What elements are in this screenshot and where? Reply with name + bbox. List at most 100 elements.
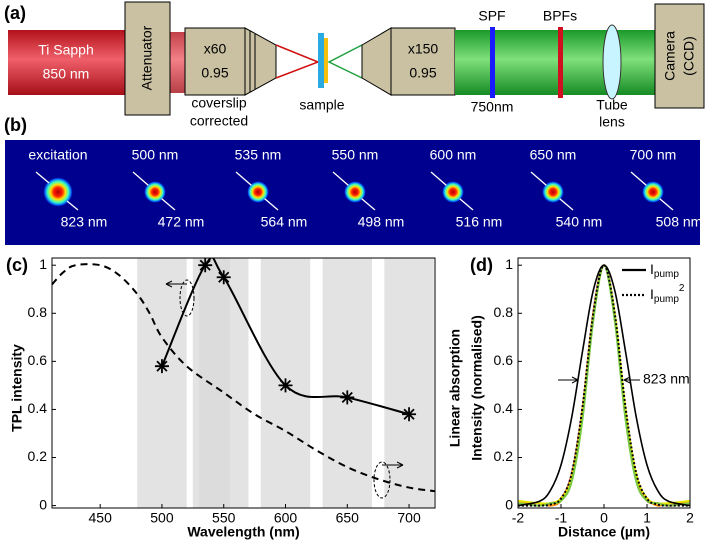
filter-band	[322, 258, 372, 508]
arrow	[35, 171, 50, 184]
annotation-arrow	[623, 376, 640, 384]
objective-cone	[361, 27, 392, 96]
tube-lens-label: Tube	[596, 97, 628, 113]
legend-label: Ipump	[650, 261, 679, 280]
panel-label: (d)	[470, 255, 493, 275]
star-marker	[216, 270, 231, 285]
y-tick-label: 0.6	[494, 352, 514, 368]
sample-label: sample	[299, 97, 344, 113]
size-label: 540 nm	[556, 214, 603, 230]
legend-label: Ipump2	[650, 283, 685, 305]
arrow	[332, 171, 349, 186]
y-tick-label: 1	[505, 256, 513, 272]
x-tick-label: 700	[397, 510, 421, 526]
filter-band	[137, 258, 187, 508]
objective-label: 0.95	[201, 65, 228, 81]
sample-layer	[324, 38, 328, 83]
spot	[642, 181, 664, 203]
x-tick-label: 2	[686, 510, 694, 526]
axis-indicator	[373, 461, 391, 499]
tube-lens	[602, 24, 622, 100]
spf-filter	[490, 27, 495, 98]
filter-label: 700 nm	[630, 147, 677, 163]
filter-label: 550 nm	[332, 147, 379, 163]
x-tick-label: 0	[600, 510, 608, 526]
filter-label: 650 nm	[530, 147, 577, 163]
laser-label: Ti Sapph	[38, 42, 94, 58]
camera-box	[654, 3, 705, 109]
spot	[144, 181, 166, 203]
size-label: 823 nm	[61, 214, 108, 230]
filter-band	[199, 258, 249, 508]
spot	[344, 181, 366, 203]
series-line	[52, 263, 435, 493]
arrow	[361, 198, 376, 211]
images: excitation 823 nm 500 nm 472 nm 535 nm 564 nm…	[28, 147, 702, 230]
y-tick-label: 0.6	[28, 352, 48, 368]
objective	[184, 27, 246, 96]
size-label: 472 nm	[158, 214, 205, 230]
plot-area	[52, 258, 435, 508]
y-tick-label: 0.4	[494, 400, 514, 416]
size-label: 498 nm	[358, 214, 405, 230]
star-marker	[402, 407, 417, 422]
filter-label: 535 nm	[235, 147, 282, 163]
beam	[170, 32, 186, 93]
star-marker	[340, 390, 355, 405]
y-tick-label: 0	[505, 496, 513, 512]
legend-sub: pump	[654, 269, 679, 280]
arrow	[630, 171, 647, 186]
tube-lens-label: lens	[599, 114, 625, 130]
arrow	[235, 171, 252, 186]
arrow	[430, 171, 447, 186]
star-marker	[278, 378, 293, 393]
star-marker	[198, 258, 213, 273]
collection-beam	[327, 44, 363, 79]
y-tick-label: 0.4	[28, 400, 48, 416]
objective	[390, 27, 456, 96]
bpf-filter	[558, 27, 563, 98]
spot	[43, 177, 73, 207]
arrow	[659, 198, 674, 211]
attenuator-label: Attenuator	[139, 25, 155, 90]
spot	[247, 181, 269, 203]
objective-label: 0.95	[409, 65, 436, 81]
arrow	[559, 198, 574, 211]
y-tick-label: 0	[39, 496, 47, 512]
panel-label: (b)	[4, 115, 27, 135]
y-tick-label: 0.2	[28, 448, 48, 464]
axis-indicator	[179, 279, 195, 317]
annotation-arrow	[558, 376, 579, 384]
x-tick-label: 450	[89, 510, 113, 526]
filter-label: excitation	[28, 147, 87, 163]
focus-beam	[275, 44, 321, 79]
annotation: 823 nm	[643, 371, 690, 387]
camera-label: Camera	[662, 31, 678, 81]
x-axis-label: Wavelength (nm)	[187, 524, 299, 540]
spot	[442, 181, 464, 203]
x-tick-label: 650	[336, 510, 360, 526]
y2-axis-label: Linear absorption	[447, 329, 463, 447]
filter-label: 500 nm	[132, 147, 179, 163]
x-tick-label: 500	[150, 510, 174, 526]
arrow	[132, 171, 149, 186]
legend-sub: pump	[654, 294, 679, 305]
star-marker	[154, 359, 169, 374]
series-line	[518, 264, 690, 507]
objective-label: x150	[408, 41, 439, 57]
objective-label: x60	[204, 41, 227, 57]
axis-arrow	[382, 461, 404, 469]
spot	[542, 181, 564, 203]
plot-area	[518, 264, 690, 507]
x-tick-label: 1	[643, 510, 651, 526]
panel-label: (a)	[4, 3, 26, 23]
laser-label: 850 nm	[43, 66, 90, 82]
laser	[8, 30, 126, 95]
arrow	[264, 198, 279, 211]
camera-label: (CCD)	[681, 36, 697, 76]
size-label: 516 nm	[456, 214, 503, 230]
size-label: 564 nm	[261, 214, 308, 230]
x-tick-label: -2	[512, 510, 525, 526]
y-tick-label: 1	[39, 256, 47, 272]
